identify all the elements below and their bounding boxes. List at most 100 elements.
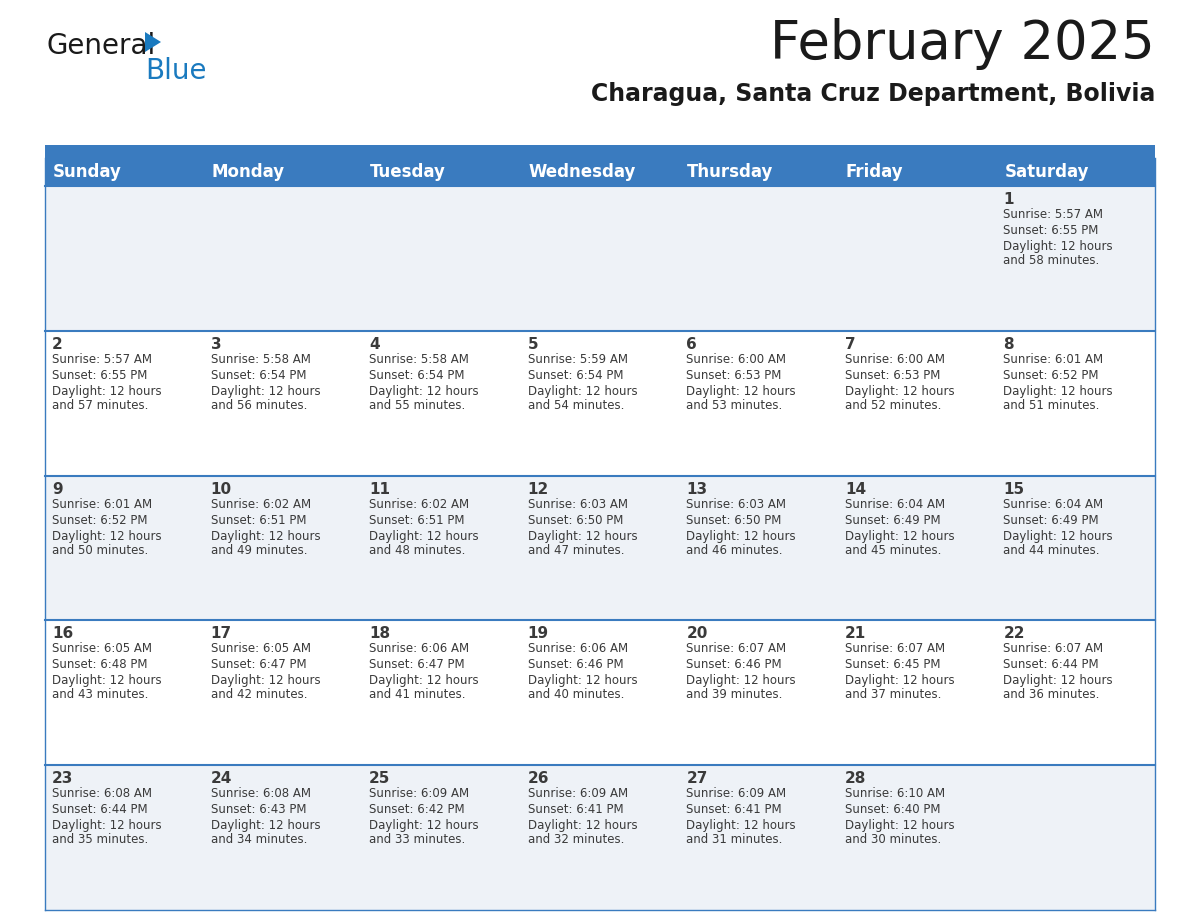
- Text: Daylight: 12 hours: Daylight: 12 hours: [527, 819, 637, 833]
- Text: Daylight: 12 hours: Daylight: 12 hours: [1004, 675, 1113, 688]
- Text: 5: 5: [527, 337, 538, 352]
- Text: 9: 9: [52, 482, 63, 497]
- Text: Daylight: 12 hours: Daylight: 12 hours: [210, 819, 321, 833]
- Text: Friday: Friday: [846, 163, 904, 181]
- Text: 18: 18: [369, 626, 391, 642]
- Text: 27: 27: [687, 771, 708, 786]
- Bar: [520, 158, 680, 186]
- Text: and 33 minutes.: and 33 minutes.: [369, 834, 466, 846]
- Text: Daylight: 12 hours: Daylight: 12 hours: [845, 530, 954, 543]
- Text: and 47 minutes.: and 47 minutes.: [527, 543, 624, 556]
- Bar: [362, 766, 520, 910]
- Text: 4: 4: [369, 337, 380, 352]
- Text: 13: 13: [687, 482, 707, 497]
- Text: Sunrise: 6:09 AM: Sunrise: 6:09 AM: [687, 788, 786, 800]
- Text: Sunrise: 6:03 AM: Sunrise: 6:03 AM: [687, 498, 786, 510]
- Bar: [838, 330, 997, 476]
- Text: 6: 6: [687, 337, 697, 352]
- Text: Sunrise: 6:04 AM: Sunrise: 6:04 AM: [1004, 498, 1104, 510]
- Text: Sunset: 6:54 PM: Sunset: 6:54 PM: [369, 369, 465, 382]
- Text: and 43 minutes.: and 43 minutes.: [52, 688, 148, 701]
- Bar: [362, 621, 520, 766]
- Text: Daylight: 12 hours: Daylight: 12 hours: [845, 385, 954, 397]
- Text: Sunrise: 6:09 AM: Sunrise: 6:09 AM: [527, 788, 627, 800]
- Text: and 56 minutes.: and 56 minutes.: [210, 398, 307, 412]
- Text: and 35 minutes.: and 35 minutes.: [52, 834, 148, 846]
- Bar: [203, 330, 362, 476]
- Bar: [203, 476, 362, 621]
- Bar: [838, 476, 997, 621]
- Bar: [997, 766, 1155, 910]
- Text: Sunrise: 6:06 AM: Sunrise: 6:06 AM: [369, 643, 469, 655]
- Bar: [997, 158, 1155, 186]
- Text: Sunset: 6:55 PM: Sunset: 6:55 PM: [52, 369, 147, 382]
- Text: 28: 28: [845, 771, 866, 786]
- Text: 20: 20: [687, 626, 708, 642]
- Bar: [362, 476, 520, 621]
- Text: Sunset: 6:41 PM: Sunset: 6:41 PM: [527, 803, 624, 816]
- Text: and 50 minutes.: and 50 minutes.: [52, 543, 148, 556]
- Text: Sunrise: 5:57 AM: Sunrise: 5:57 AM: [1004, 208, 1104, 221]
- Text: Daylight: 12 hours: Daylight: 12 hours: [210, 385, 321, 397]
- Text: Sunset: 6:51 PM: Sunset: 6:51 PM: [369, 513, 465, 527]
- Text: and 34 minutes.: and 34 minutes.: [210, 834, 307, 846]
- Bar: [838, 766, 997, 910]
- Text: Sunset: 6:42 PM: Sunset: 6:42 PM: [369, 803, 465, 816]
- Text: Sunrise: 6:03 AM: Sunrise: 6:03 AM: [527, 498, 627, 510]
- Text: Sunset: 6:53 PM: Sunset: 6:53 PM: [845, 369, 940, 382]
- Text: Daylight: 12 hours: Daylight: 12 hours: [845, 819, 954, 833]
- Text: Sunrise: 6:05 AM: Sunrise: 6:05 AM: [210, 643, 310, 655]
- Text: Sunset: 6:52 PM: Sunset: 6:52 PM: [52, 513, 147, 527]
- Text: Sunset: 6:50 PM: Sunset: 6:50 PM: [687, 513, 782, 527]
- Bar: [45, 330, 203, 476]
- Text: Daylight: 12 hours: Daylight: 12 hours: [369, 385, 479, 397]
- Bar: [362, 158, 520, 186]
- Bar: [520, 186, 680, 330]
- Text: and 39 minutes.: and 39 minutes.: [687, 688, 783, 701]
- Text: Sunset: 6:49 PM: Sunset: 6:49 PM: [1004, 513, 1099, 527]
- Text: Sunset: 6:48 PM: Sunset: 6:48 PM: [52, 658, 147, 671]
- Text: Sunrise: 6:01 AM: Sunrise: 6:01 AM: [1004, 353, 1104, 365]
- Text: Sunrise: 6:07 AM: Sunrise: 6:07 AM: [687, 643, 786, 655]
- Text: Sunset: 6:54 PM: Sunset: 6:54 PM: [527, 369, 624, 382]
- Text: Sunset: 6:46 PM: Sunset: 6:46 PM: [687, 658, 782, 671]
- Text: 24: 24: [210, 771, 232, 786]
- Text: Daylight: 12 hours: Daylight: 12 hours: [52, 530, 162, 543]
- Text: 7: 7: [845, 337, 855, 352]
- Text: and 46 minutes.: and 46 minutes.: [687, 543, 783, 556]
- Text: Sunset: 6:54 PM: Sunset: 6:54 PM: [210, 369, 307, 382]
- Text: 15: 15: [1004, 482, 1024, 497]
- Text: Sunrise: 6:08 AM: Sunrise: 6:08 AM: [52, 788, 152, 800]
- Text: 1: 1: [1004, 192, 1013, 207]
- Text: Daylight: 12 hours: Daylight: 12 hours: [687, 385, 796, 397]
- Text: Sunset: 6:55 PM: Sunset: 6:55 PM: [1004, 224, 1099, 237]
- Text: 17: 17: [210, 626, 232, 642]
- Text: Daylight: 12 hours: Daylight: 12 hours: [527, 675, 637, 688]
- Text: Daylight: 12 hours: Daylight: 12 hours: [1004, 240, 1113, 253]
- Text: 23: 23: [52, 771, 74, 786]
- Bar: [45, 145, 1155, 158]
- Bar: [680, 330, 838, 476]
- Text: Sunrise: 6:02 AM: Sunrise: 6:02 AM: [210, 498, 311, 510]
- Text: Daylight: 12 hours: Daylight: 12 hours: [210, 675, 321, 688]
- Text: and 32 minutes.: and 32 minutes.: [527, 834, 624, 846]
- Text: 16: 16: [52, 626, 74, 642]
- Text: Sunrise: 5:59 AM: Sunrise: 5:59 AM: [527, 353, 627, 365]
- Text: Saturday: Saturday: [1004, 163, 1089, 181]
- Text: 12: 12: [527, 482, 549, 497]
- Text: Sunrise: 6:02 AM: Sunrise: 6:02 AM: [369, 498, 469, 510]
- Text: Sunrise: 6:04 AM: Sunrise: 6:04 AM: [845, 498, 944, 510]
- Text: 14: 14: [845, 482, 866, 497]
- Text: and 58 minutes.: and 58 minutes.: [1004, 254, 1100, 267]
- Text: 2: 2: [52, 337, 63, 352]
- Bar: [680, 186, 838, 330]
- Text: and 54 minutes.: and 54 minutes.: [527, 398, 624, 412]
- Text: Daylight: 12 hours: Daylight: 12 hours: [527, 385, 637, 397]
- Text: Sunrise: 6:00 AM: Sunrise: 6:00 AM: [687, 353, 786, 365]
- Text: and 42 minutes.: and 42 minutes.: [210, 688, 307, 701]
- Text: Sunrise: 6:01 AM: Sunrise: 6:01 AM: [52, 498, 152, 510]
- Text: Sunset: 6:44 PM: Sunset: 6:44 PM: [52, 803, 147, 816]
- Text: Sunrise: 5:57 AM: Sunrise: 5:57 AM: [52, 353, 152, 365]
- Text: 21: 21: [845, 626, 866, 642]
- Bar: [362, 330, 520, 476]
